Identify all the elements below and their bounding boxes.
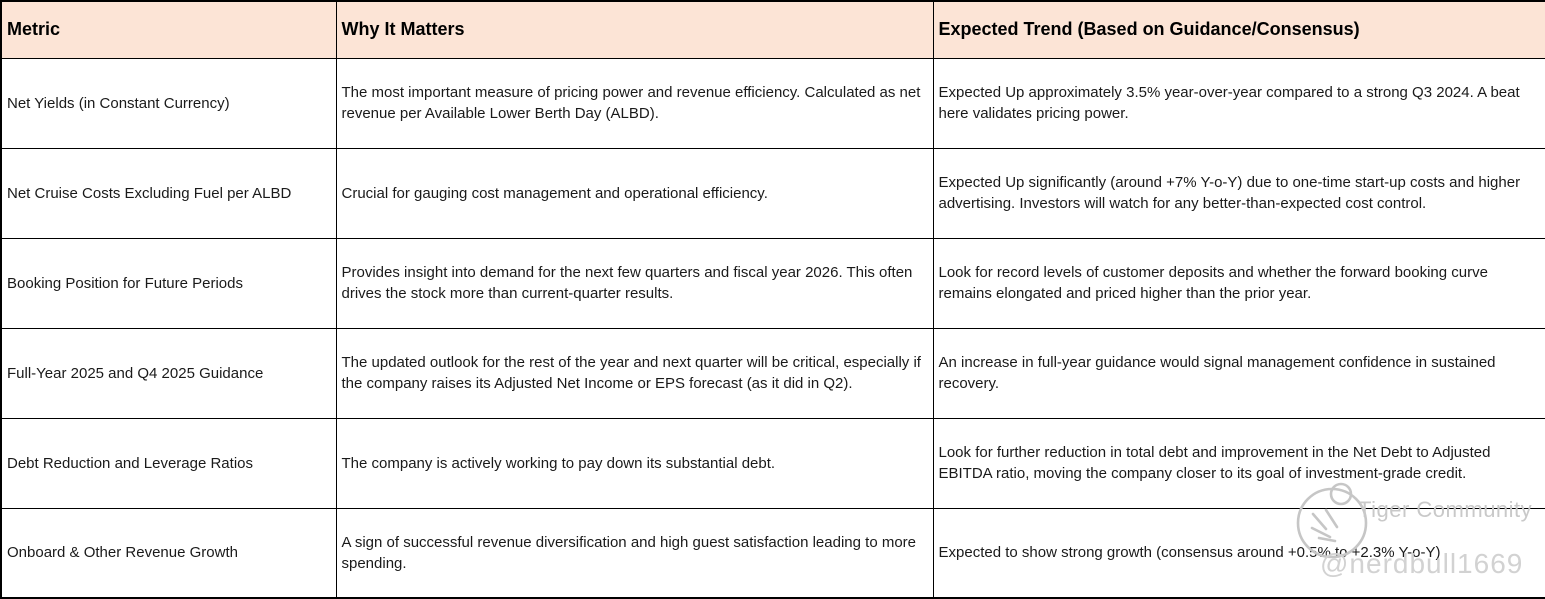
cell-why: Crucial for gauging cost management and … <box>335 147 934 239</box>
cell-trend: Expected Up approximately 3.5% year-over… <box>932 57 1545 149</box>
cell-trend: An increase in full-year guidance would … <box>932 327 1545 419</box>
table-row: Debt Reduction and Leverage Ratios The c… <box>0 417 1545 509</box>
cell-why: The company is actively working to pay d… <box>335 417 934 509</box>
table-row: Onboard & Other Revenue Growth A sign of… <box>0 507 1545 599</box>
table-row: Booking Position for Future Periods Prov… <box>0 237 1545 329</box>
cell-metric: Full-Year 2025 and Q4 2025 Guidance <box>0 327 337 419</box>
table-row: Net Yields (in Constant Currency) The mo… <box>0 57 1545 149</box>
cell-metric: Debt Reduction and Leverage Ratios <box>0 417 337 509</box>
cell-trend: Look for further reduction in total debt… <box>932 417 1545 509</box>
table-row: Full-Year 2025 and Q4 2025 Guidance The … <box>0 327 1545 419</box>
header-cell-metric: Metric <box>0 0 337 59</box>
cell-why: The updated outlook for the rest of the … <box>335 327 934 419</box>
header-cell-why-it-matters: Why It Matters <box>335 0 934 59</box>
cell-trend: Look for record levels of customer depos… <box>932 237 1545 329</box>
cell-why: Provides insight into demand for the nex… <box>335 237 934 329</box>
cell-metric: Net Cruise Costs Excluding Fuel per ALBD <box>0 147 337 239</box>
cell-trend: Expected Up significantly (around +7% Y-… <box>932 147 1545 239</box>
cell-metric: Onboard & Other Revenue Growth <box>0 507 337 599</box>
table-header-row: Metric Why It Matters Expected Trend (Ba… <box>0 0 1545 59</box>
cell-why: A sign of successful revenue diversifica… <box>335 507 934 599</box>
cell-why: The most important measure of pricing po… <box>335 57 934 149</box>
table-row: Net Cruise Costs Excluding Fuel per ALBD… <box>0 147 1545 239</box>
cell-trend: Expected to show strong growth (consensu… <box>932 507 1545 599</box>
header-cell-expected-trend: Expected Trend (Based on Guidance/Consen… <box>932 0 1545 59</box>
cell-metric: Net Yields (in Constant Currency) <box>0 57 337 149</box>
cell-metric: Booking Position for Future Periods <box>0 237 337 329</box>
